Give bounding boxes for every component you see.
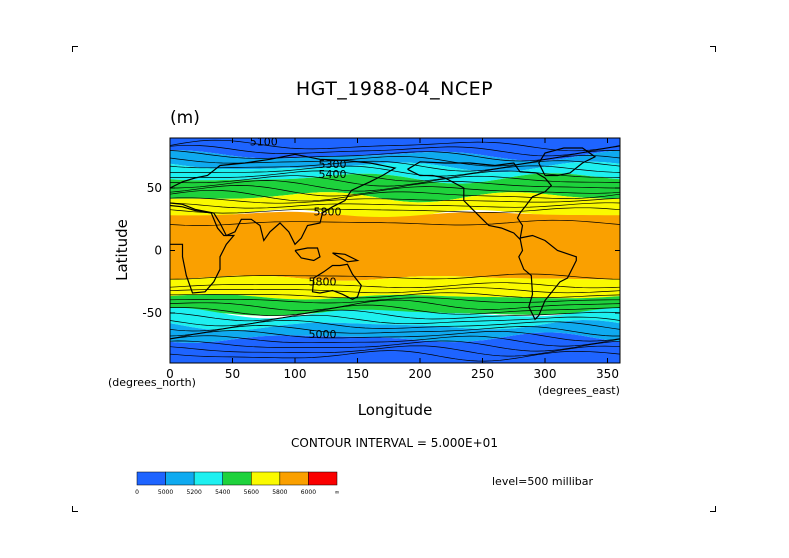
coastlines <box>170 147 597 321</box>
contour-interval-note: CONTOUR INTERVAL = 5.000E+01 <box>291 436 498 450</box>
y-unit-label: (degrees_north) <box>108 376 196 389</box>
contour-line <box>170 309 620 322</box>
contour-label: 5800 <box>314 206 342 219</box>
colorbar-swatch <box>308 471 338 486</box>
contour-line <box>170 325 620 337</box>
contour-line <box>170 197 620 204</box>
contour-line <box>170 219 620 226</box>
x-tick-label: 150 <box>346 367 369 381</box>
contour-line <box>170 150 620 162</box>
contour-line <box>170 292 620 299</box>
contour-line <box>170 299 620 311</box>
coastline <box>332 252 360 263</box>
contour-label: 5000 <box>309 328 337 341</box>
colorbar-swatch <box>222 471 252 486</box>
contour-line <box>170 160 620 172</box>
contour-band <box>170 294 620 316</box>
coastline <box>538 147 597 177</box>
coastline <box>407 161 553 241</box>
crop-mark-top-left <box>72 46 78 52</box>
x-tick-label: 300 <box>534 367 557 381</box>
contour-line <box>170 189 620 202</box>
contour-label: 5100 <box>250 136 278 149</box>
x-axis-label: Longitude <box>358 401 433 419</box>
y-tick-label: 50 <box>147 181 162 195</box>
x-tick-label: 100 <box>284 367 307 381</box>
contour-label: 5300 <box>319 158 347 171</box>
contour-line <box>170 335 620 347</box>
coastline <box>311 263 362 300</box>
contour-line <box>170 144 620 157</box>
colorbar-label: 5800 <box>272 489 287 496</box>
contour-band <box>170 320 620 343</box>
crop-mark-bottom-right <box>710 506 716 512</box>
colorbar-label: 5000 <box>158 489 173 496</box>
x-unit-label: (degrees_east) <box>538 384 620 397</box>
contour-line <box>170 330 620 342</box>
contour-line <box>170 287 620 294</box>
contour-line <box>170 304 620 317</box>
contour-line <box>170 180 620 192</box>
contour-line <box>170 175 620 187</box>
contour-line <box>170 273 620 280</box>
coastline <box>294 247 321 262</box>
contour-line <box>170 345 620 357</box>
contour-band <box>170 211 620 281</box>
y-tick-label: -50 <box>142 306 162 320</box>
coastline <box>170 204 236 294</box>
contour-line <box>170 350 620 362</box>
filled-contour-bands <box>170 138 620 363</box>
contour-lines <box>170 139 620 362</box>
contour-line <box>170 340 620 352</box>
colorbar-label: ∞ <box>335 489 340 496</box>
colorbar-label: 5200 <box>187 489 202 496</box>
chart-title: HGT_1988-04_NCEP <box>295 78 494 100</box>
contour-line <box>170 314 620 327</box>
contour-line <box>170 282 620 289</box>
contour-line <box>170 319 620 332</box>
level-note: level=500 millibar <box>492 475 594 488</box>
contour-band <box>170 332 620 363</box>
contour-line <box>170 207 620 214</box>
colorbar-swatch <box>251 471 281 486</box>
x-tick-label: 350 <box>596 367 619 381</box>
contour-band <box>170 307 620 331</box>
x-tick-label: 50 <box>225 367 240 381</box>
y-tick-label: 0 <box>154 244 162 258</box>
x-tick-label: 0 <box>166 367 174 381</box>
contour-line <box>170 139 620 152</box>
colorbar: 0 5000 5200 5400 5600 5800 6000 ∞ <box>135 471 340 496</box>
crop-mark-top-right <box>710 46 716 52</box>
coastline <box>518 234 577 321</box>
colorbar-swatch <box>193 471 223 486</box>
colorbar-swatch <box>279 471 309 486</box>
contour-line <box>170 170 620 182</box>
colorbar-label: 6000 <box>301 489 316 496</box>
colorbar-swatch <box>136 471 166 486</box>
colorbar-label: 5600 <box>244 489 259 496</box>
axis-ticks: 0 50 100 150 200 250 300 350 50 0 -50 <box>142 138 620 381</box>
colorbar-label: 5400 <box>215 489 230 496</box>
contour-label: 5800 <box>309 276 337 289</box>
y-axis-label: Latitude <box>113 219 131 281</box>
x-tick-label: 250 <box>471 367 494 381</box>
colorbar-swatch <box>165 471 195 486</box>
units-label: (m) <box>170 108 200 128</box>
contour-label: 5400 <box>319 168 347 181</box>
contour-line <box>170 165 620 177</box>
contour-band <box>170 161 620 184</box>
contour-line <box>170 202 620 209</box>
colorbar-label: 0 <box>135 489 139 496</box>
x-tick-label: 200 <box>409 367 432 381</box>
crop-mark-bottom-left <box>72 506 78 512</box>
